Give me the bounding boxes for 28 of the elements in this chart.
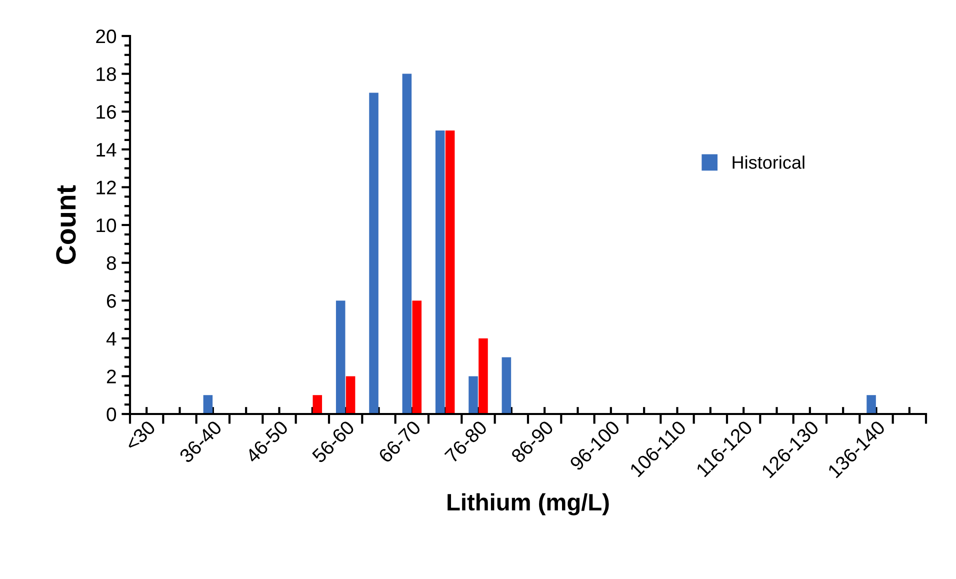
y-tick-label: 12 [96,180,116,194]
bar [468,376,478,414]
y-axis-title: Count [56,185,76,264]
x-tick-label: <30 [124,420,156,452]
bar [369,92,378,414]
bar [203,395,213,414]
y-tick-label: 14 [96,143,116,156]
y-tick-label: 16 [96,105,116,119]
bar [445,130,455,414]
bar [402,74,412,414]
y-tick-label: 20 [96,29,116,44]
bar [412,300,422,414]
bar [435,130,445,414]
y-tick-label: 8 [106,256,116,270]
bar [478,338,488,414]
y-tick-label: 18 [96,67,116,82]
y-tick-label: 6 [106,294,116,308]
bar [866,395,876,414]
y-tick-label: 0 [106,407,116,422]
legend-label: Historical [732,156,804,169]
bar [502,357,512,414]
bar [336,300,346,414]
y-tick-label: 10 [96,218,116,232]
bar [312,395,322,414]
x-axis-title: Lithium (mg/L) [448,493,609,516]
y-tick-label: 4 [106,332,116,346]
y-tick-label: 2 [106,370,116,384]
bar [346,376,356,414]
